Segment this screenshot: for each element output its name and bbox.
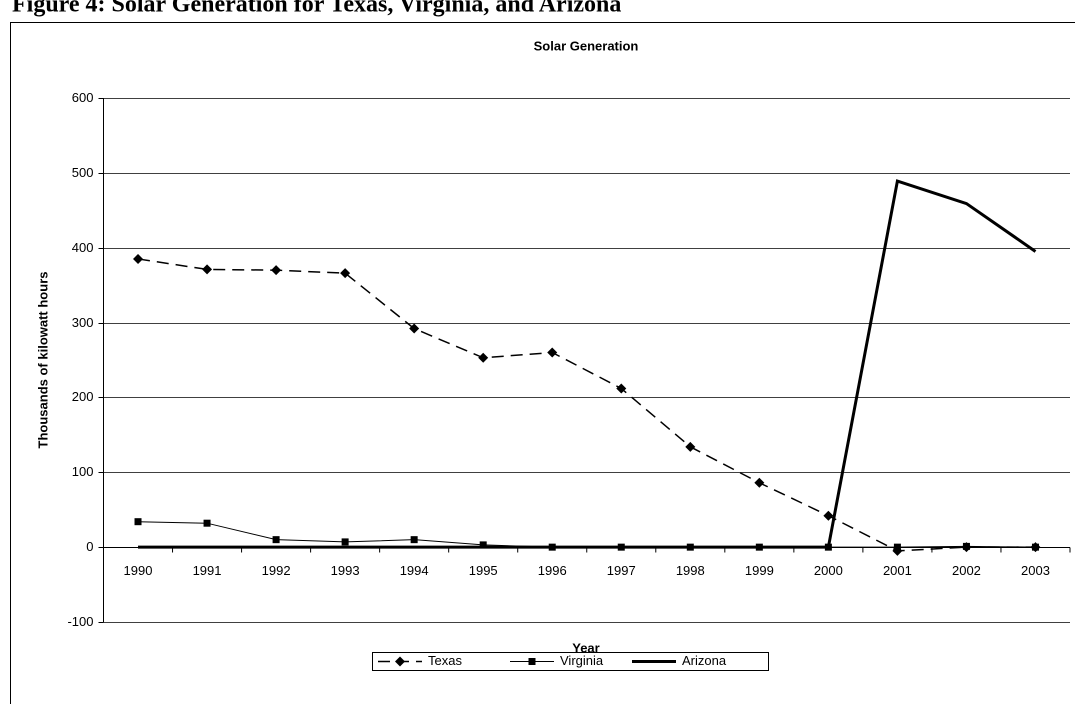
- y-tick-label: 100: [72, 464, 94, 479]
- marker: [754, 477, 765, 488]
- marker: [528, 658, 536, 665]
- caption: Figure 4: Solar Generation for Texas, Vi…: [12, 0, 621, 18]
- y-tick-label: 0: [86, 539, 93, 554]
- x-tick-label: 1991: [193, 563, 222, 578]
- x-tick-label: 1995: [469, 563, 498, 578]
- y-tick-label: 300: [72, 315, 94, 330]
- chart-frame: [10, 22, 1075, 704]
- marker: [410, 536, 418, 544]
- y-tick-label: -100: [67, 614, 93, 629]
- x-tick-label: 1999: [745, 563, 774, 578]
- marker: [478, 352, 489, 363]
- marker: [685, 441, 696, 452]
- marker: [133, 253, 144, 264]
- marker: [134, 518, 142, 526]
- y-tick-label: 400: [72, 240, 94, 255]
- series-line: [138, 521, 1036, 548]
- marker: [202, 264, 213, 275]
- x-tick-label: 1994: [400, 563, 429, 578]
- marker: [272, 536, 280, 544]
- marker: [479, 541, 487, 549]
- legend-label: Arizona: [682, 653, 727, 668]
- x-tick-label: 2003: [1021, 563, 1050, 578]
- legend-label: Virginia: [560, 653, 604, 668]
- marker: [341, 538, 349, 546]
- x-tick-label: 1996: [538, 563, 567, 578]
- marker: [409, 323, 420, 334]
- x-tick-label: 2001: [883, 563, 912, 578]
- marker: [340, 268, 351, 279]
- marker: [962, 542, 970, 550]
- marker: [271, 265, 282, 276]
- y-tick-label: 600: [72, 90, 94, 105]
- marker: [395, 656, 405, 667]
- x-tick-label: 1992: [262, 563, 291, 578]
- legend: Texas Virginia Arizona: [372, 652, 769, 671]
- series-line: [137, 258, 1036, 552]
- marker: [1031, 543, 1039, 551]
- x-tick-label: 1997: [607, 563, 636, 578]
- x-tick-label: 2002: [952, 563, 981, 578]
- x-tick-label: 1998: [676, 563, 705, 578]
- x-axis-title: Year: [572, 640, 599, 655]
- marker: [893, 543, 901, 551]
- marker: [823, 510, 834, 521]
- legend-box: [372, 652, 769, 671]
- x-tick-label: 1990: [124, 563, 153, 578]
- marker: [616, 383, 627, 394]
- y-tick-label: 200: [72, 389, 94, 404]
- x-tick-label: 1993: [331, 563, 360, 578]
- marker: [203, 519, 211, 527]
- series-line: [138, 179, 1037, 549]
- y-tick-label: 500: [72, 165, 94, 180]
- marker: [547, 347, 558, 358]
- y-axis-title: Thousands of kilowatt hours: [35, 272, 50, 449]
- x-tick-label: 2000: [814, 563, 843, 578]
- legend-label: Texas: [428, 653, 462, 668]
- chart-title: Solar Generation: [534, 38, 639, 53]
